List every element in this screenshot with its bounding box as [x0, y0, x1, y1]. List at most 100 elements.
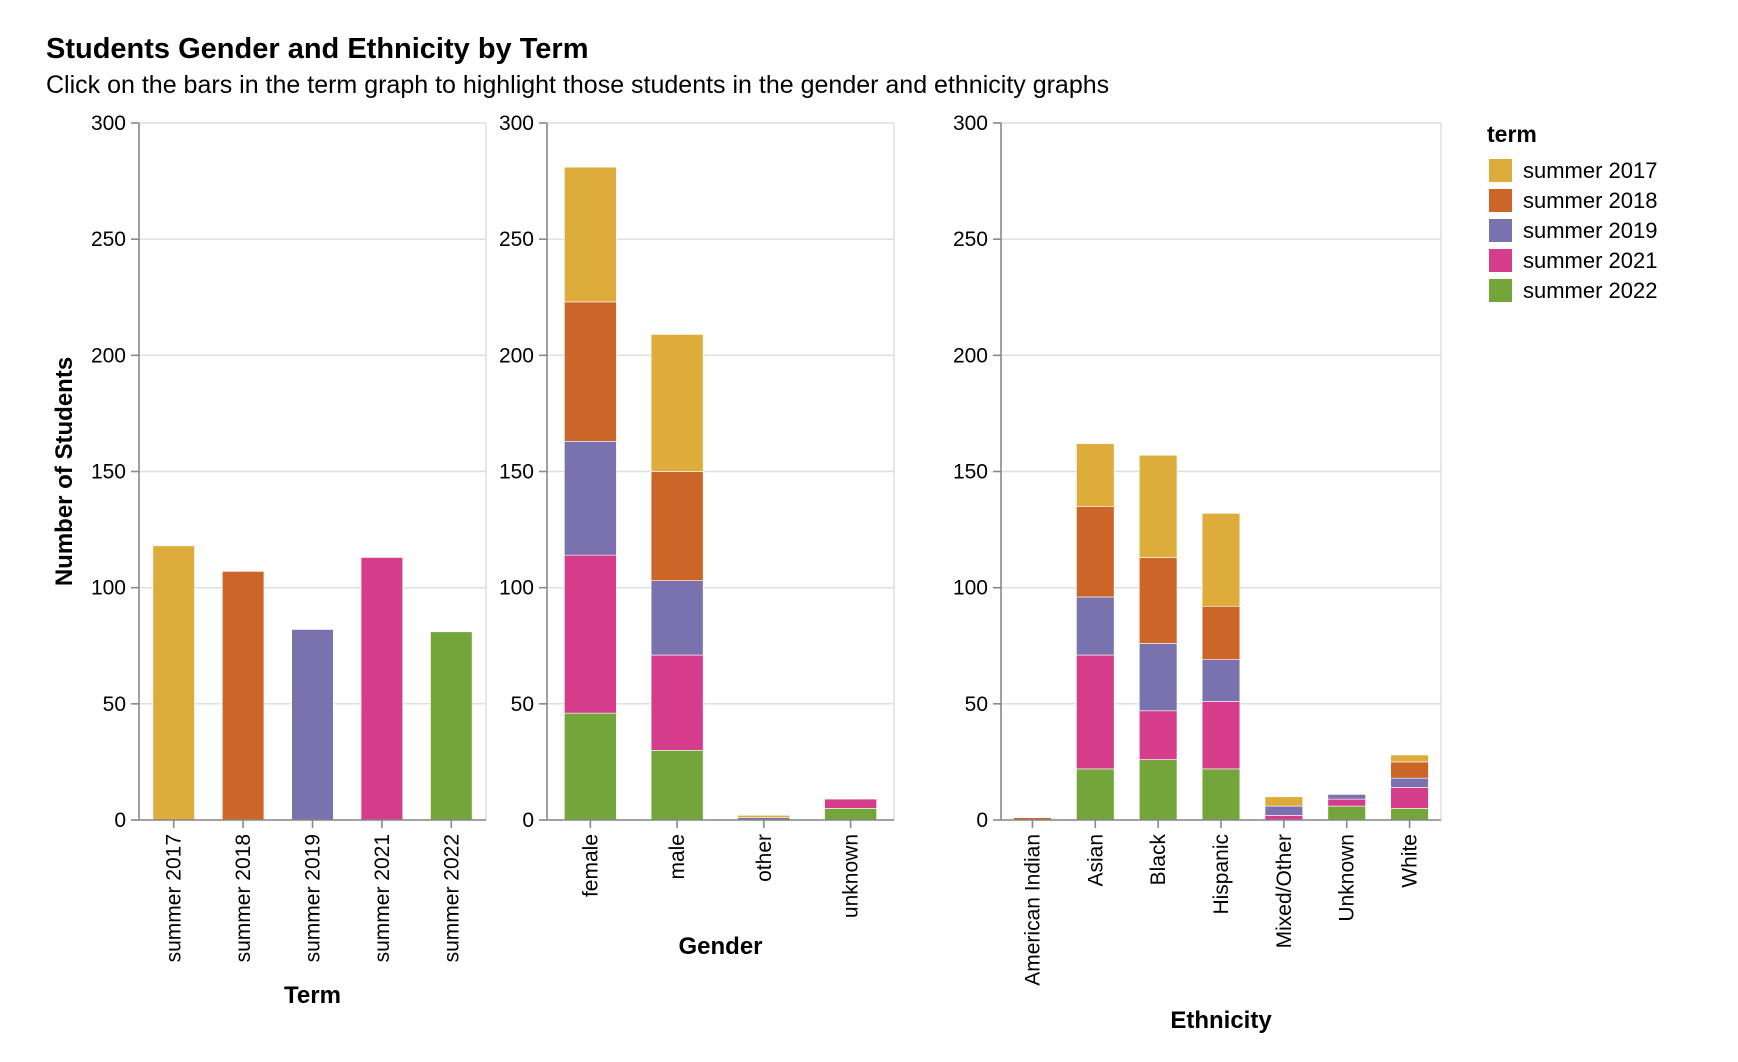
legend-label: summer 2021: [1523, 248, 1658, 273]
bar-gender-female-summer-2017[interactable]: [564, 166, 617, 303]
bar-ethnicity-black-summer-2019[interactable]: [1138, 643, 1178, 712]
bar-term-summer-2019[interactable]: [291, 629, 334, 821]
legend-item[interactable]: summer 2022: [1489, 278, 1658, 303]
bar-ethnicity-white-summer-2022[interactable]: [1390, 808, 1429, 821]
legend-label: summer 2017: [1523, 158, 1658, 183]
bar-gender-female-summer-2018[interactable]: [564, 301, 617, 442]
bar-ethnicity-asian-summer-2022[interactable]: [1076, 768, 1115, 821]
x-tick-label: unknown: [840, 834, 863, 918]
x-tick-label: American Indian: [1021, 834, 1044, 986]
x-tick-label: White: [1399, 834, 1422, 888]
y-tick-label: 200: [499, 344, 534, 367]
chart-panel-term: 0 50 100 150 200 250 300 summer 2017 summer 2018…: [51, 112, 487, 1009]
bar-ethnicity-hispanic-summer-2021[interactable]: [1201, 701, 1241, 770]
bar-ethnicity-white-summer-2018[interactable]: [1390, 761, 1429, 779]
x-axis-title: Gender: [678, 933, 762, 960]
x-axis-title: Term: [284, 982, 341, 1009]
bar-gender-unknown-summer-2021[interactable]: [824, 798, 877, 809]
y-tick-label: 200: [953, 344, 988, 367]
bar-ethnicity-asian-summer-2019[interactable]: [1076, 596, 1115, 656]
legend-swatch: [1489, 249, 1512, 272]
bar-ethnicity-black-summer-2022[interactable]: [1138, 759, 1178, 821]
bar-gender-male-summer-2017[interactable]: [650, 334, 704, 472]
bar-ethnicity-white-summer-2017[interactable]: [1390, 754, 1429, 763]
legend-swatch: [1489, 219, 1512, 242]
legend-item[interactable]: summer 2017: [1489, 158, 1658, 183]
x-axis-title: Ethnicity: [1170, 1007, 1272, 1034]
bar-term-summer-2022[interactable]: [430, 631, 473, 821]
bar-gender-female-summer-2019[interactable]: [564, 440, 617, 556]
legend-swatch: [1489, 189, 1512, 212]
chart-panel-gender: 0 50 100 150 200 250 300 female male other unknown…: [499, 112, 895, 960]
bar-ethnicity-hispanic-summer-2022[interactable]: [1201, 768, 1241, 821]
bar-ethnicity-mixed-other-summer-2017[interactable]: [1264, 796, 1304, 807]
bar-ethnicity-hispanic-summer-2019[interactable]: [1201, 659, 1241, 702]
y-tick-label: 50: [103, 693, 126, 716]
x-tick-label: summer 2022: [440, 834, 463, 962]
y-tick-label: 200: [91, 344, 126, 367]
y-tick-label: 300: [499, 112, 534, 135]
y-tick-label: 300: [953, 112, 988, 135]
bar-ethnicity-asian-summer-2021[interactable]: [1076, 654, 1115, 770]
bar-term-summer-2018[interactable]: [221, 571, 265, 821]
bar-gender-female-summer-2021[interactable]: [564, 554, 617, 714]
legend-label: summer 2022: [1523, 278, 1658, 303]
legend-swatch: [1489, 159, 1512, 182]
bar-ethnicity-unknown-summer-2019[interactable]: [1327, 794, 1366, 800]
y-tick-label: 0: [976, 809, 988, 832]
bar-ethnicity-black-summer-2017[interactable]: [1138, 454, 1178, 558]
legend-item[interactable]: summer 2021: [1489, 248, 1658, 273]
bar-gender-unknown-summer-2022[interactable]: [824, 808, 877, 821]
y-tick-label: 250: [91, 228, 126, 251]
x-tick-label: other: [753, 834, 776, 882]
bar-ethnicity-white-summer-2019[interactable]: [1390, 777, 1429, 788]
chart-subtitle: Click on the bars in the term graph to h…: [46, 71, 1109, 99]
x-tick-label: Mixed/Other: [1273, 834, 1296, 948]
bar-ethnicity-unknown-summer-2021[interactable]: [1327, 798, 1366, 807]
y-tick-label: 150: [91, 461, 126, 484]
y-tick-label: 150: [499, 461, 534, 484]
bar-ethnicity-hispanic-summer-2018[interactable]: [1201, 605, 1241, 660]
x-tick-label: Unknown: [1336, 834, 1359, 922]
bar-ethnicity-asian-summer-2018[interactable]: [1076, 506, 1115, 598]
bar-ethnicity-mixed-other-summer-2019[interactable]: [1264, 805, 1304, 816]
bar-ethnicity-black-summer-2021[interactable]: [1138, 710, 1178, 760]
x-tick-label: male: [666, 834, 689, 880]
bar-ethnicity-asian-summer-2017[interactable]: [1076, 443, 1115, 507]
bar-term-summer-2021[interactable]: [360, 557, 404, 821]
y-tick-label: 100: [91, 577, 126, 600]
x-tick-label: Hispanic: [1210, 834, 1233, 915]
chart-title: Students Gender and Ethnicity by Term: [46, 33, 589, 65]
x-tick-label: Asian: [1084, 834, 1107, 887]
bar-gender-male-summer-2018[interactable]: [650, 471, 704, 581]
bar-ethnicity-black-summer-2018[interactable]: [1138, 557, 1178, 644]
chart-panels: 0 50 100 150 200 250 300 summer 2017 summer 2018…: [51, 112, 1442, 1034]
y-tick-label: 100: [499, 577, 534, 600]
bar-term-summer-2017[interactable]: [152, 545, 195, 821]
bar-gender-female-summer-2022[interactable]: [564, 712, 617, 821]
bar-ethnicity-white-summer-2021[interactable]: [1390, 787, 1429, 809]
x-tick-label: summer 2019: [302, 834, 325, 962]
legend-title: term: [1487, 121, 1537, 147]
y-tick-label: 50: [511, 693, 534, 716]
legend-label: summer 2018: [1523, 188, 1658, 213]
legend-item[interactable]: summer 2019: [1489, 218, 1658, 243]
y-tick-label: 100: [953, 577, 988, 600]
y-tick-label: 0: [114, 809, 126, 832]
bar-gender-male-summer-2022[interactable]: [650, 749, 704, 821]
bar-gender-male-summer-2019[interactable]: [650, 580, 704, 656]
bar-gender-other-summer-2017[interactable]: [737, 815, 791, 818]
y-tick-label: 250: [953, 228, 988, 251]
legend-item[interactable]: summer 2018: [1489, 188, 1658, 213]
chart-panel-ethnicity: 0 50 100 150 200 250 300 American Indian Asian Bl…: [953, 112, 1442, 1034]
bar-gender-male-summer-2021[interactable]: [650, 654, 704, 751]
x-tick-label: summer 2018: [232, 834, 255, 962]
y-tick-label: 250: [499, 228, 534, 251]
legend: term summer 2017 summer 2018 summer 2019 su…: [1487, 121, 1658, 303]
legend-label: summer 2019: [1523, 218, 1658, 243]
bar-ethnicity-unknown-summer-2022[interactable]: [1327, 805, 1366, 821]
x-tick-label: female: [579, 834, 602, 897]
bar-ethnicity-hispanic-summer-2017[interactable]: [1201, 513, 1241, 607]
y-tick-label: 150: [953, 461, 988, 484]
